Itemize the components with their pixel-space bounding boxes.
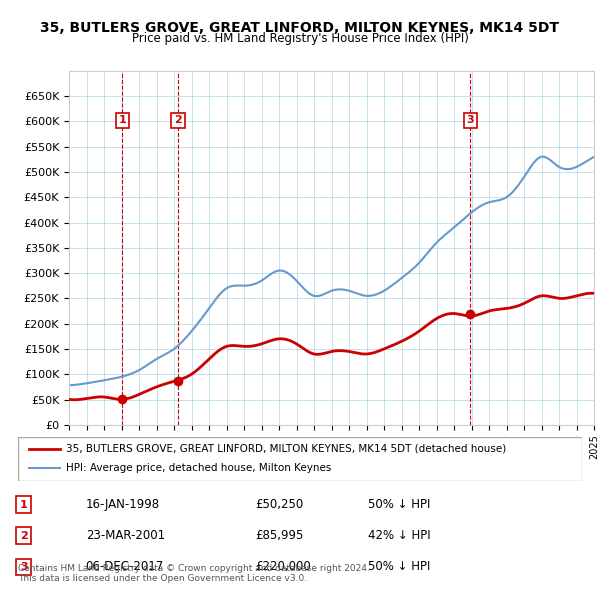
Text: HPI: Average price, detached house, Milton Keynes: HPI: Average price, detached house, Milt… [66,464,331,473]
Text: 2: 2 [20,531,28,540]
Text: 50% ↓ HPI: 50% ↓ HPI [368,498,430,511]
Text: 3: 3 [466,116,474,125]
Text: £220,000: £220,000 [255,560,311,573]
Text: 3: 3 [20,562,28,572]
Text: 06-DEC-2017: 06-DEC-2017 [86,560,164,573]
Text: £50,250: £50,250 [255,498,303,511]
Text: 35, BUTLERS GROVE, GREAT LINFORD, MILTON KEYNES, MK14 5DT: 35, BUTLERS GROVE, GREAT LINFORD, MILTON… [41,21,560,35]
Text: 50% ↓ HPI: 50% ↓ HPI [368,560,430,573]
Text: 1: 1 [118,116,126,125]
Text: 2: 2 [174,116,182,125]
Text: £85,995: £85,995 [255,529,303,542]
FancyBboxPatch shape [18,437,582,481]
Text: Contains HM Land Registry data © Crown copyright and database right 2024.
This d: Contains HM Land Registry data © Crown c… [18,563,370,583]
Text: Price paid vs. HM Land Registry's House Price Index (HPI): Price paid vs. HM Land Registry's House … [131,32,469,45]
Text: 16-JAN-1998: 16-JAN-1998 [86,498,160,511]
Text: 1: 1 [20,500,28,510]
Text: 35, BUTLERS GROVE, GREAT LINFORD, MILTON KEYNES, MK14 5DT (detached house): 35, BUTLERS GROVE, GREAT LINFORD, MILTON… [66,444,506,454]
Text: 42% ↓ HPI: 42% ↓ HPI [368,529,430,542]
Text: 23-MAR-2001: 23-MAR-2001 [86,529,165,542]
